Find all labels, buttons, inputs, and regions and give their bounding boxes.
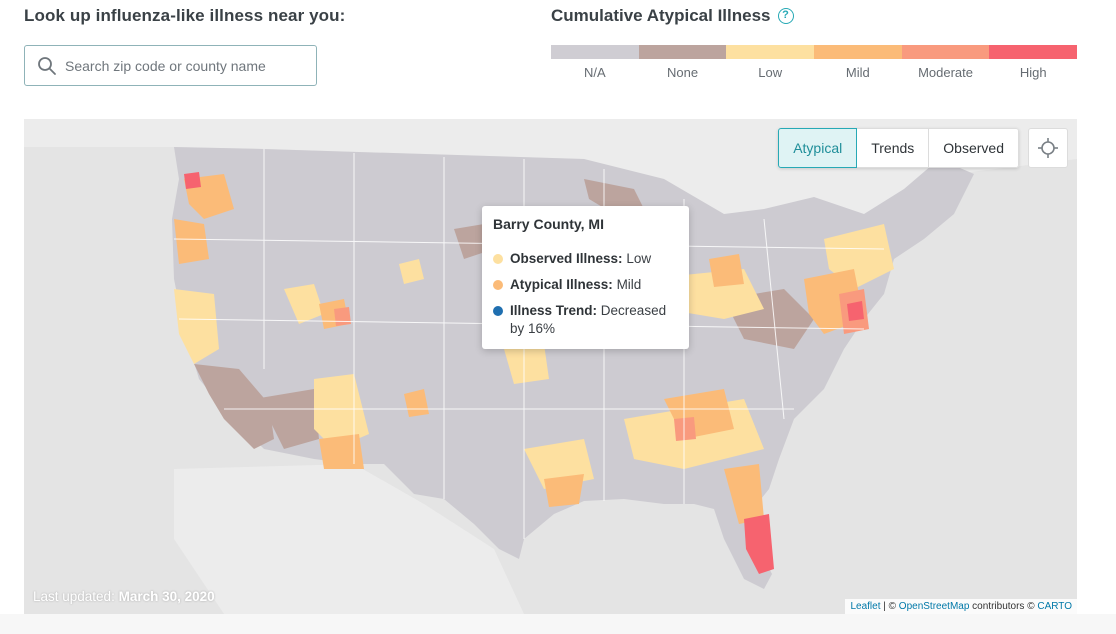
region-low-ne (399, 259, 424, 284)
tooltip-title: Barry County, MI (493, 216, 604, 232)
tooltip-row-atypical: Atypical Illness: Mild (493, 276, 678, 294)
us-county-map[interactable]: Atypical Trends Observed Barry County, M… (24, 119, 1077, 614)
crosshair-icon (1038, 138, 1058, 158)
map-mode-toggle: Atypical Trends Observed (778, 128, 1019, 168)
region-mild-or (174, 219, 209, 264)
region-low-ca-n (174, 289, 219, 364)
search-icon (38, 56, 56, 75)
last-updated-label: Last updated: (33, 589, 115, 604)
region-moderate-ga-s (674, 417, 696, 441)
legend-label-high: High (1019, 65, 1047, 80)
last-updated-date: March 30, 2020 (118, 589, 215, 604)
last-updated: Last updated: March 30, 2020 (33, 589, 215, 604)
region-mild-az-s (319, 434, 364, 469)
legend-swatch-low (726, 45, 815, 59)
observed-dot (493, 254, 503, 264)
tooltip-row-observed: Observed Illness: Low (493, 250, 678, 268)
region-high-fl-s (744, 514, 774, 574)
leaflet-link[interactable]: Leaflet (850, 601, 881, 612)
legend-color-bar (551, 45, 1078, 59)
region-mild-mi (709, 254, 744, 287)
legend-label-mild: Mild (845, 65, 870, 80)
legend-label-na: N/A (584, 65, 606, 80)
region-none-ca (194, 364, 274, 449)
legend-swatch-high (989, 45, 1078, 59)
us-landmass (172, 147, 974, 589)
map-attribution: Leaflet | © OpenStreetMap contributors ©… (845, 599, 1077, 614)
legend-swatch-mild (814, 45, 902, 59)
county-tooltip: Barry County, MI Observed Illness: Low A… (482, 206, 689, 349)
legend-labels: N/A None Low Mild Moderate High (551, 65, 1077, 80)
region-mild-tx-s (544, 474, 584, 507)
footer-strip (0, 614, 1116, 634)
region-high-seattle (184, 172, 201, 189)
region-none-nv (254, 389, 319, 449)
region-mild-fl-n (724, 464, 764, 524)
region-none-mn (584, 179, 644, 214)
region-high-nyc (847, 301, 864, 321)
search-box[interactable] (24, 45, 317, 86)
lookup-title: Look up influenza-like illness near you: (24, 6, 346, 25)
region-mild-nm (404, 389, 429, 417)
question-circle-icon[interactable]: ? (777, 8, 794, 24)
region-low-ok (504, 344, 549, 384)
legend-swatch-none (638, 45, 727, 59)
trend-dot (493, 306, 503, 316)
mode-trends-button[interactable]: Trends (857, 128, 930, 168)
legend-label-none: None (666, 65, 699, 80)
region-moderate-ut (334, 307, 351, 326)
mode-observed-button[interactable]: Observed (929, 128, 1019, 168)
legend-header: Cumulative Atypical Illness ? (551, 6, 794, 26)
osm-link[interactable]: OpenStreetMap (898, 601, 970, 612)
legend-label-moderate: Moderate (918, 65, 973, 80)
region-low-az (314, 374, 369, 449)
tooltip-row-trend: Illness Trend: Decreased by 16% (493, 302, 678, 338)
legend-swatch-moderate (901, 45, 990, 59)
atypical-dot (493, 280, 503, 290)
search-input[interactable] (65, 57, 305, 74)
carto-link[interactable]: CARTO (1037, 601, 1072, 612)
map-canvas[interactable] (24, 119, 1077, 614)
legend-title: Cumulative Atypical Illness (551, 6, 771, 25)
legend-label-low: Low (758, 65, 783, 80)
locate-button[interactable] (1028, 128, 1068, 168)
legend-swatch-na (551, 45, 639, 59)
mode-atypical-button[interactable]: Atypical (778, 128, 858, 168)
region-low-id (284, 284, 324, 324)
